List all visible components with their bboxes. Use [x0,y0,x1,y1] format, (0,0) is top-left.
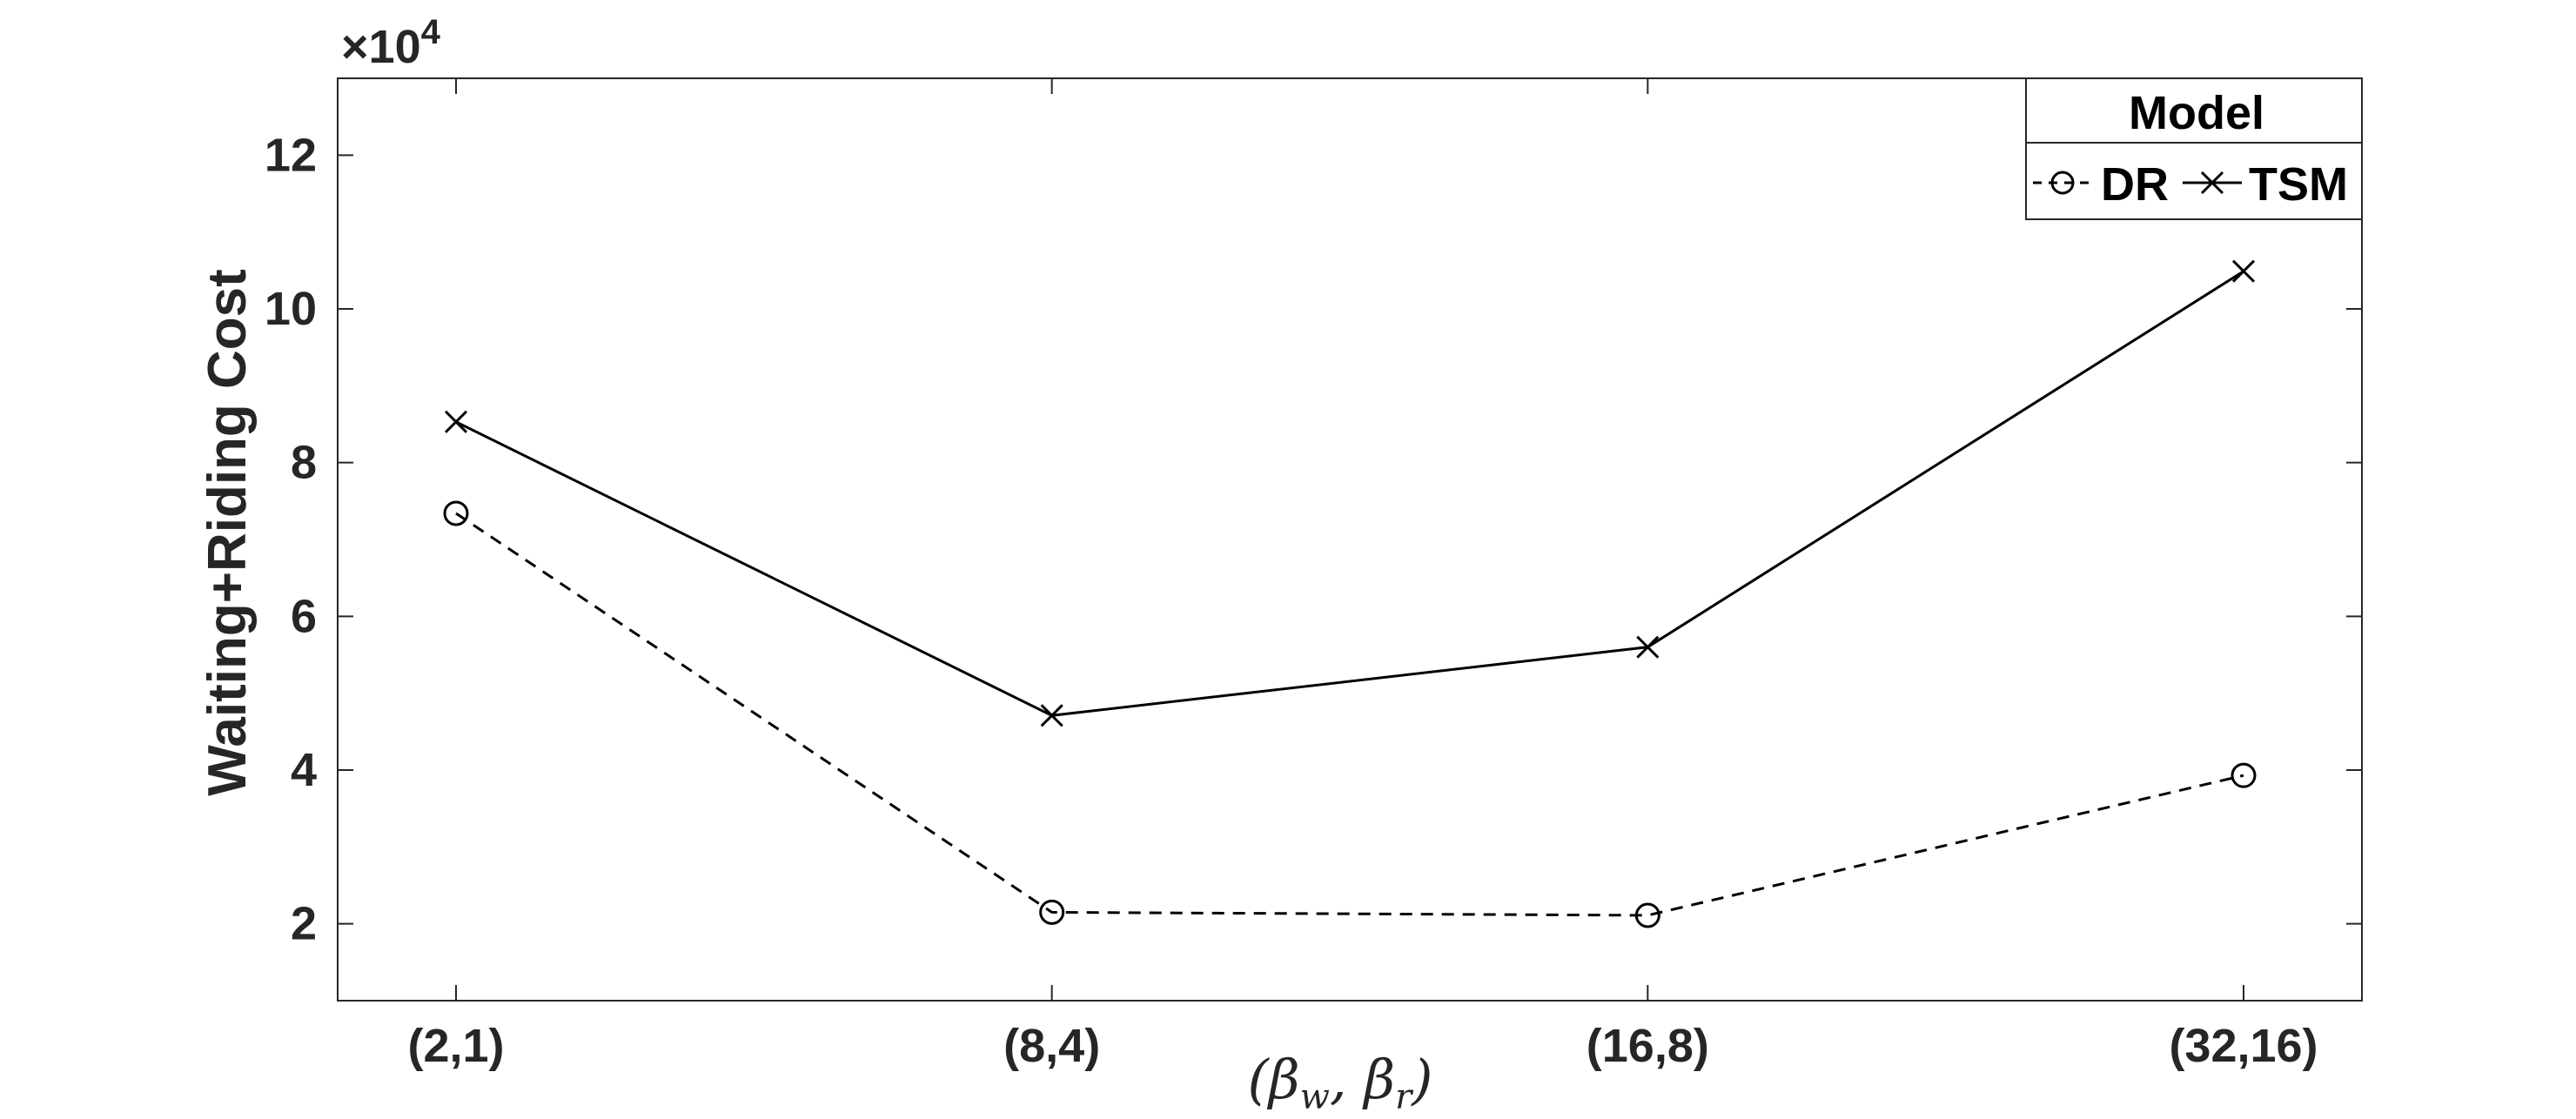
y-axis: 2 4 6 8 10 12 [265,129,2362,950]
y-tick-label: 2 [291,898,317,950]
series-line-dr [455,512,2244,917]
y-tick-label: 12 [265,129,317,181]
y-tick-label: 4 [291,744,317,796]
y-tick-label: 8 [291,437,317,489]
x-tick-label: (8,4) [1003,1020,1100,1072]
legend-circle-marker-icon [2050,171,2075,195]
legend: Model DR TSM [2025,77,2363,220]
y-tick-label: 10 [265,283,317,335]
plot-area [337,77,2363,1002]
y-axis-label: Waiting+Riding Cost [198,269,258,796]
data-point-tsm [444,410,468,433]
legend-item-dr: DR [2033,158,2169,211]
y-tick-label: 6 [291,590,317,642]
legend-item-tsm: TSM [2183,158,2348,211]
data-point-tsm [2231,259,2256,283]
data-point-tsm [1636,635,1660,659]
data-point-dr [443,500,469,526]
legend-title: Model [2129,87,2264,139]
series-line-tsm [455,270,2244,717]
data-point-dr [1039,899,1065,925]
legend-box [2025,77,2363,220]
series-layer [443,259,2257,928]
x-tick-label: (32,16) [2169,1020,2318,1072]
legend-label-tsm: TSM [2249,158,2348,211]
data-point-dr [1634,902,1660,928]
x-tick-label: (2,1) [407,1020,504,1072]
x-tick-label: (16,8) [1587,1020,1709,1072]
x-axis: (2,1) (8,4) (16,8) (32,16) [407,78,2318,1072]
legend-label-dr: DR [2101,158,2169,211]
data-point-tsm [1040,704,1063,727]
y-exponent-label: ×104 [341,13,441,73]
legend-x-marker-icon [2200,171,2224,195]
data-point-dr [2231,762,2257,788]
